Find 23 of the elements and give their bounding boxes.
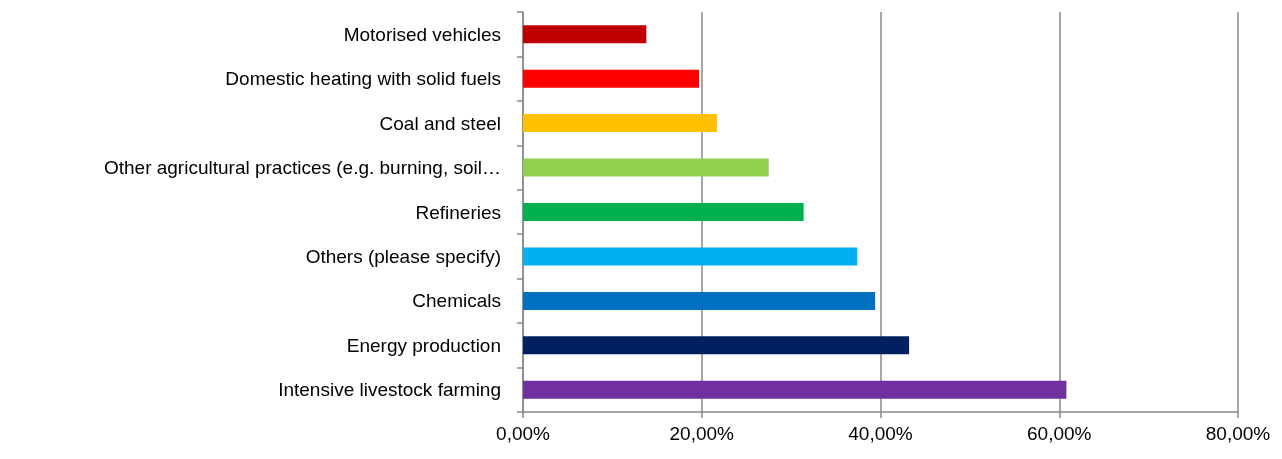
y-tick-label: Motorised vehicles <box>343 23 501 45</box>
bar <box>523 380 1067 399</box>
bar <box>523 69 700 88</box>
y-tick-label: Coal and steel <box>379 112 501 134</box>
y-tick-label: Refineries <box>415 201 501 223</box>
y-tick-label: Other agricultural practices (e.g. burning, soil… <box>103 157 501 179</box>
bar <box>523 247 858 266</box>
bar <box>523 203 804 221</box>
x-tick-label: 80,00% <box>1205 423 1271 444</box>
bar <box>523 291 876 310</box>
x-tick-label: 40,00% <box>848 423 913 444</box>
y-tick-label: Energy production <box>346 334 501 356</box>
bar <box>523 336 910 355</box>
x-tick-label: 20,00% <box>669 423 735 444</box>
bar <box>523 114 717 133</box>
bar <box>523 25 647 44</box>
y-tick-label: Chemicals <box>412 290 501 312</box>
y-tick-label: Intensive livestock farming <box>278 379 501 401</box>
x-tick-label: 0,00% <box>496 423 551 444</box>
x-tick-label: 60,00% <box>1027 423 1092 444</box>
y-tick-label: Others (please specify) <box>305 245 501 267</box>
y-tick-label: Domestic heating with solid fuels <box>225 68 501 90</box>
bar <box>523 158 769 177</box>
